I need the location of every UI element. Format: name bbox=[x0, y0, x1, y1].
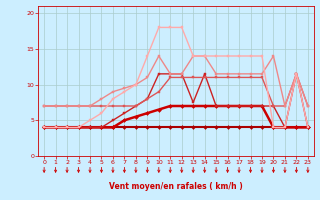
X-axis label: Vent moyen/en rafales ( km/h ): Vent moyen/en rafales ( km/h ) bbox=[109, 182, 243, 191]
